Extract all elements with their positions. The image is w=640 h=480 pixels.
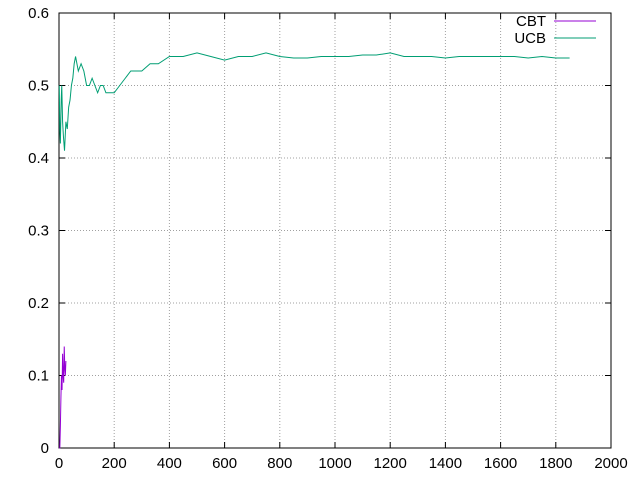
x-tick-label: 600 <box>212 455 237 472</box>
axis-ticks: 0 200 400 600 800 1000 1200 1400 1600 1800 2000 0 0.… <box>28 5 628 472</box>
y-tick-label: 0.1 <box>28 368 49 385</box>
x-tick-label: 1800 <box>539 455 572 472</box>
y-tick-label: 0.2 <box>28 295 49 312</box>
legend-label-cbt: CBT <box>516 13 546 30</box>
y-tick-label: 0.3 <box>28 223 49 240</box>
x-tick-label: 1400 <box>429 455 462 472</box>
x-tick-label: 1600 <box>484 455 517 472</box>
x-tick-label: 2000 <box>594 455 627 472</box>
x-tick-label: 0 <box>55 455 63 472</box>
x-tick-label: 800 <box>267 455 292 472</box>
y-tick-label: 0 <box>41 440 49 457</box>
grid-lines <box>59 13 611 448</box>
y-tick-label: 0.5 <box>28 78 49 95</box>
y-tick-label: 0.6 <box>28 5 49 22</box>
series-line-ucb <box>58 52 570 151</box>
series-line-cbt <box>59 346 67 449</box>
x-tick-label: 400 <box>157 455 182 472</box>
y-tick-label: 0.4 <box>28 150 49 167</box>
series-lines <box>58 52 570 449</box>
x-tick-label: 200 <box>102 455 127 472</box>
x-tick-label: 1000 <box>318 455 351 472</box>
x-tick-label: 1200 <box>374 455 407 472</box>
legend-label-ucb: UCB <box>514 30 546 47</box>
